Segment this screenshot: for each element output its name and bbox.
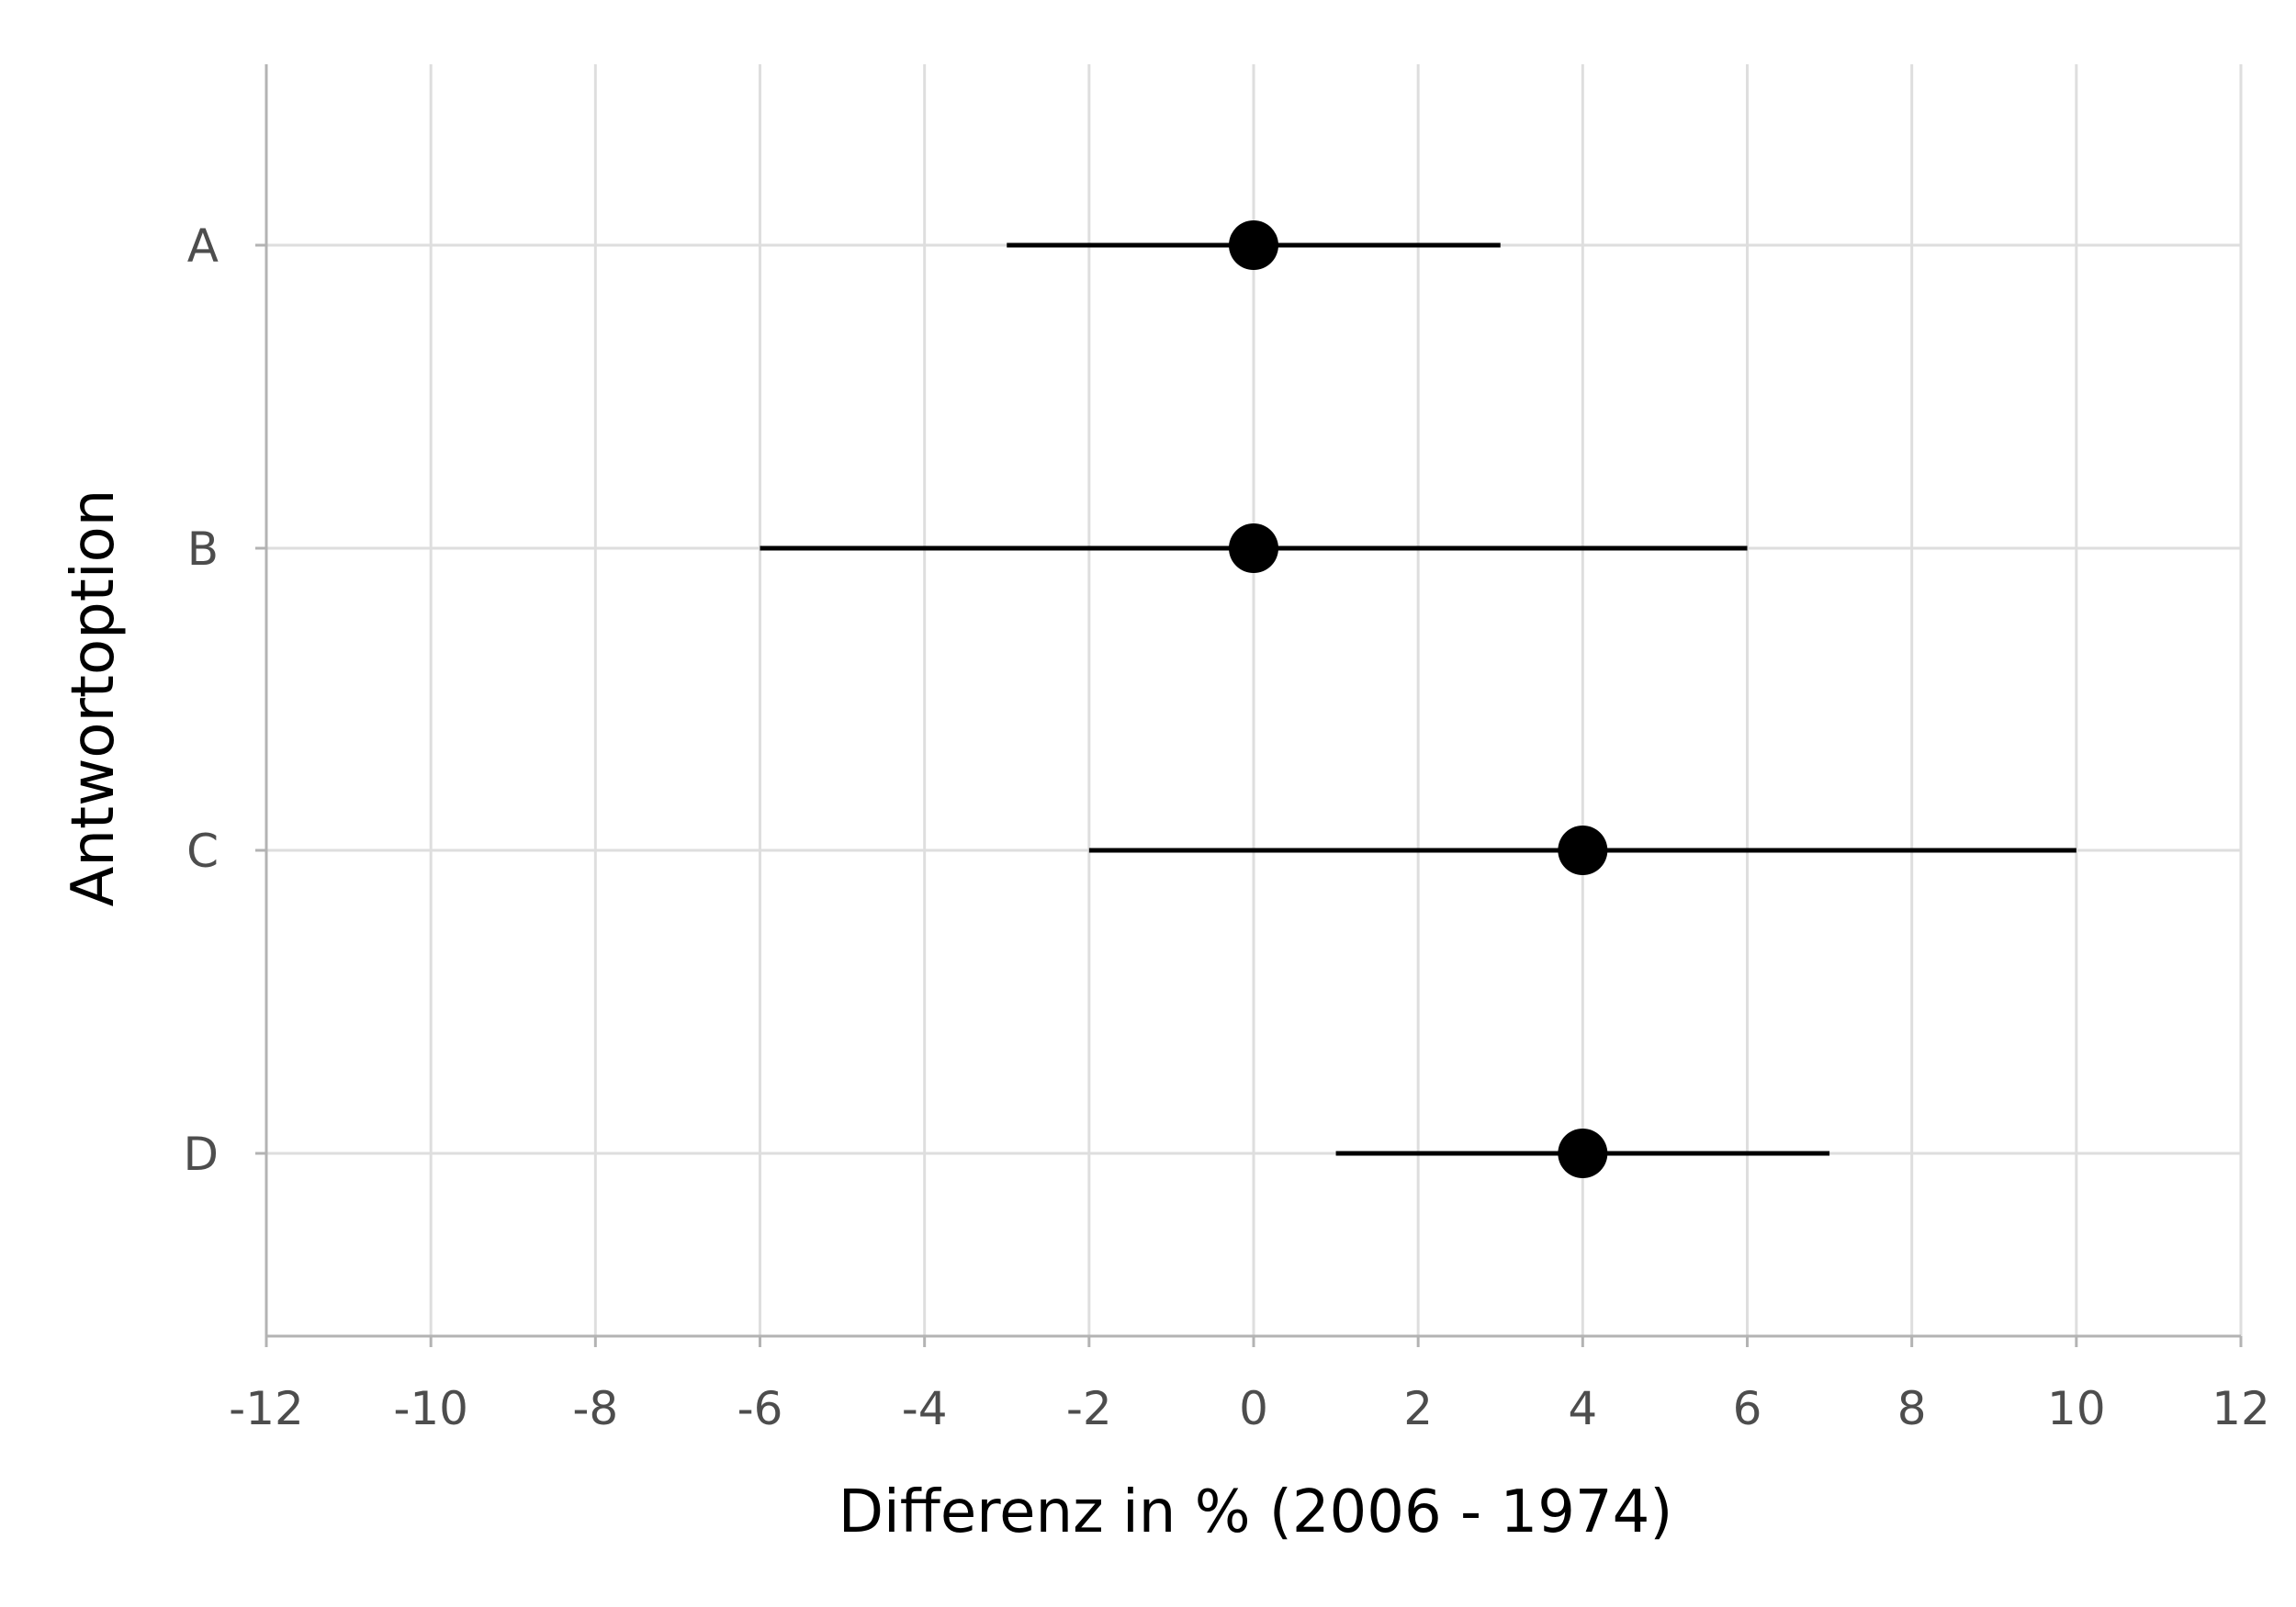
x-tick-label: -2 [1066,1382,1112,1435]
y-category-label: A [187,219,219,273]
x-tick-label: 6 [1733,1382,1762,1435]
x-axis-title: Differenz in % (2006 - 1974) [838,1478,1673,1546]
axes [255,64,2243,1347]
data-point-c [1558,826,1608,875]
data-point-d [1558,1129,1608,1178]
data-marks [760,220,2077,1178]
y-category-label: B [187,523,219,576]
x-tick-label: 10 [2047,1382,2106,1435]
x-tick-label: 0 [1239,1382,1268,1435]
x-tick-label: 8 [1897,1382,1927,1435]
x-tick-label: 2 [1403,1382,1433,1435]
x-tick-label: 4 [1568,1382,1597,1435]
y-axis-title: Antwortoption [60,489,128,907]
y-category-label: D [183,1128,219,1181]
tick-labels: -12 -10 -8 -6 -4 -2 0 2 4 6 8 10 12 A B C D [183,219,2269,1435]
x-tick-label: 12 [2212,1382,2270,1435]
x-tick-label: -4 [902,1382,948,1435]
x-tick-label: -8 [572,1382,618,1435]
data-point-a [1229,220,1278,270]
y-category-label: C [186,825,219,878]
x-tick-label: -10 [393,1382,468,1435]
x-tick-label: -6 [737,1382,783,1435]
x-tick-label: -12 [229,1382,304,1435]
data-point-b [1229,523,1278,573]
